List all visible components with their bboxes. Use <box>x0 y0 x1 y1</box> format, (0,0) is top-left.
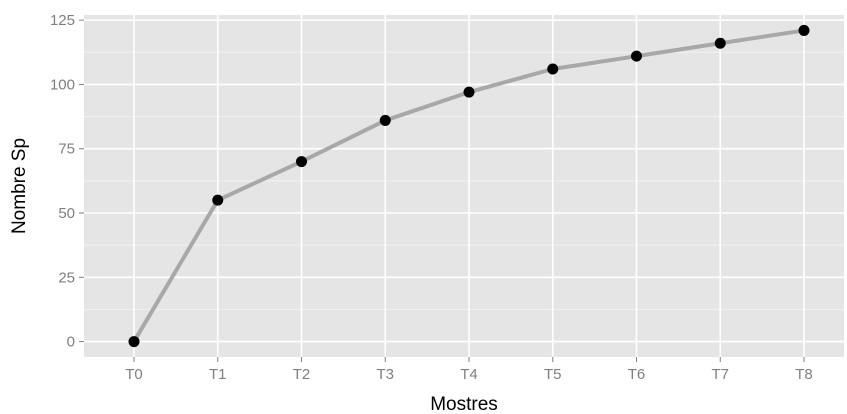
y-axis-title: Nombre Sp <box>9 138 30 234</box>
x-axis-ticks: T0 T1 T2 T3 T4 T5 T6 T7 T8 <box>125 357 813 383</box>
data-point <box>631 50 642 62</box>
data-point <box>547 63 559 75</box>
data-point <box>212 194 224 206</box>
plot-panel <box>84 15 844 357</box>
y-tick-label: 100 <box>50 76 75 93</box>
y-tick-label: 125 <box>50 12 75 29</box>
points-layer <box>128 24 810 348</box>
data-point <box>379 114 391 126</box>
x-tick-label: T2 <box>293 366 311 383</box>
x-tick-label: T4 <box>460 366 478 383</box>
minor-gridlines <box>84 51 844 310</box>
x-tick-label: T7 <box>711 366 729 383</box>
y-tick-label: 50 <box>58 205 75 222</box>
x-tick-label: T0 <box>125 366 143 383</box>
x-tick-label: T6 <box>628 366 646 383</box>
y-axis-ticks: 0 25 50 75 100 125 <box>50 12 84 351</box>
y-tick-label: 75 <box>58 141 75 158</box>
x-tick-label: T8 <box>795 366 813 383</box>
data-point <box>296 156 307 168</box>
data-point <box>714 37 726 49</box>
x-tick-label: T5 <box>544 366 562 383</box>
data-point <box>798 24 810 36</box>
x-tick-label: T3 <box>376 366 394 383</box>
x-axis-title: Mostres <box>430 394 498 414</box>
y-tick-label: 25 <box>58 269 75 286</box>
data-point <box>128 336 140 348</box>
x-tick-label: T1 <box>209 366 227 383</box>
major-gridlines <box>84 15 844 357</box>
data-point <box>463 86 475 98</box>
y-tick-label: 0 <box>67 334 75 351</box>
